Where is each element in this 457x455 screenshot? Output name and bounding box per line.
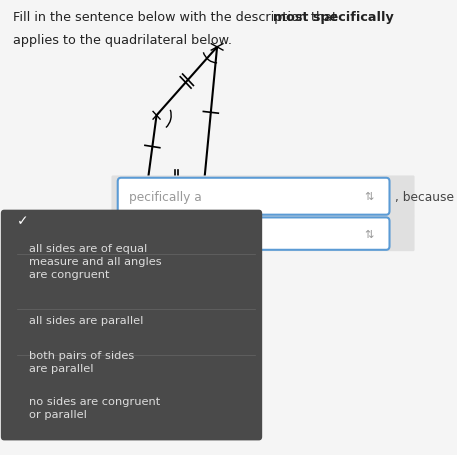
Text: ⇅: ⇅ (365, 192, 374, 202)
FancyBboxPatch shape (112, 216, 414, 252)
Text: all sides are of equal
measure and all angles
are congruent: all sides are of equal measure and all a… (29, 243, 162, 280)
FancyBboxPatch shape (112, 176, 414, 217)
Text: Fill in the sentence below with the description that: Fill in the sentence below with the desc… (12, 11, 340, 25)
Text: , because: , because (394, 190, 453, 203)
Text: ✓: ✓ (17, 214, 29, 228)
Text: applies to the quadrilateral below.: applies to the quadrilateral below. (12, 34, 232, 47)
Text: most specifically: most specifically (273, 11, 394, 25)
Text: ⇅: ⇅ (365, 229, 374, 239)
Text: both pairs of sides
are parallel: both pairs of sides are parallel (29, 350, 134, 373)
FancyBboxPatch shape (118, 178, 389, 215)
FancyBboxPatch shape (118, 218, 389, 250)
Text: pecifically a: pecifically a (129, 190, 202, 203)
Text: all sides are parallel: all sides are parallel (29, 316, 143, 326)
FancyBboxPatch shape (1, 210, 262, 440)
Text: no sides are congruent
or parallel: no sides are congruent or parallel (29, 396, 160, 419)
